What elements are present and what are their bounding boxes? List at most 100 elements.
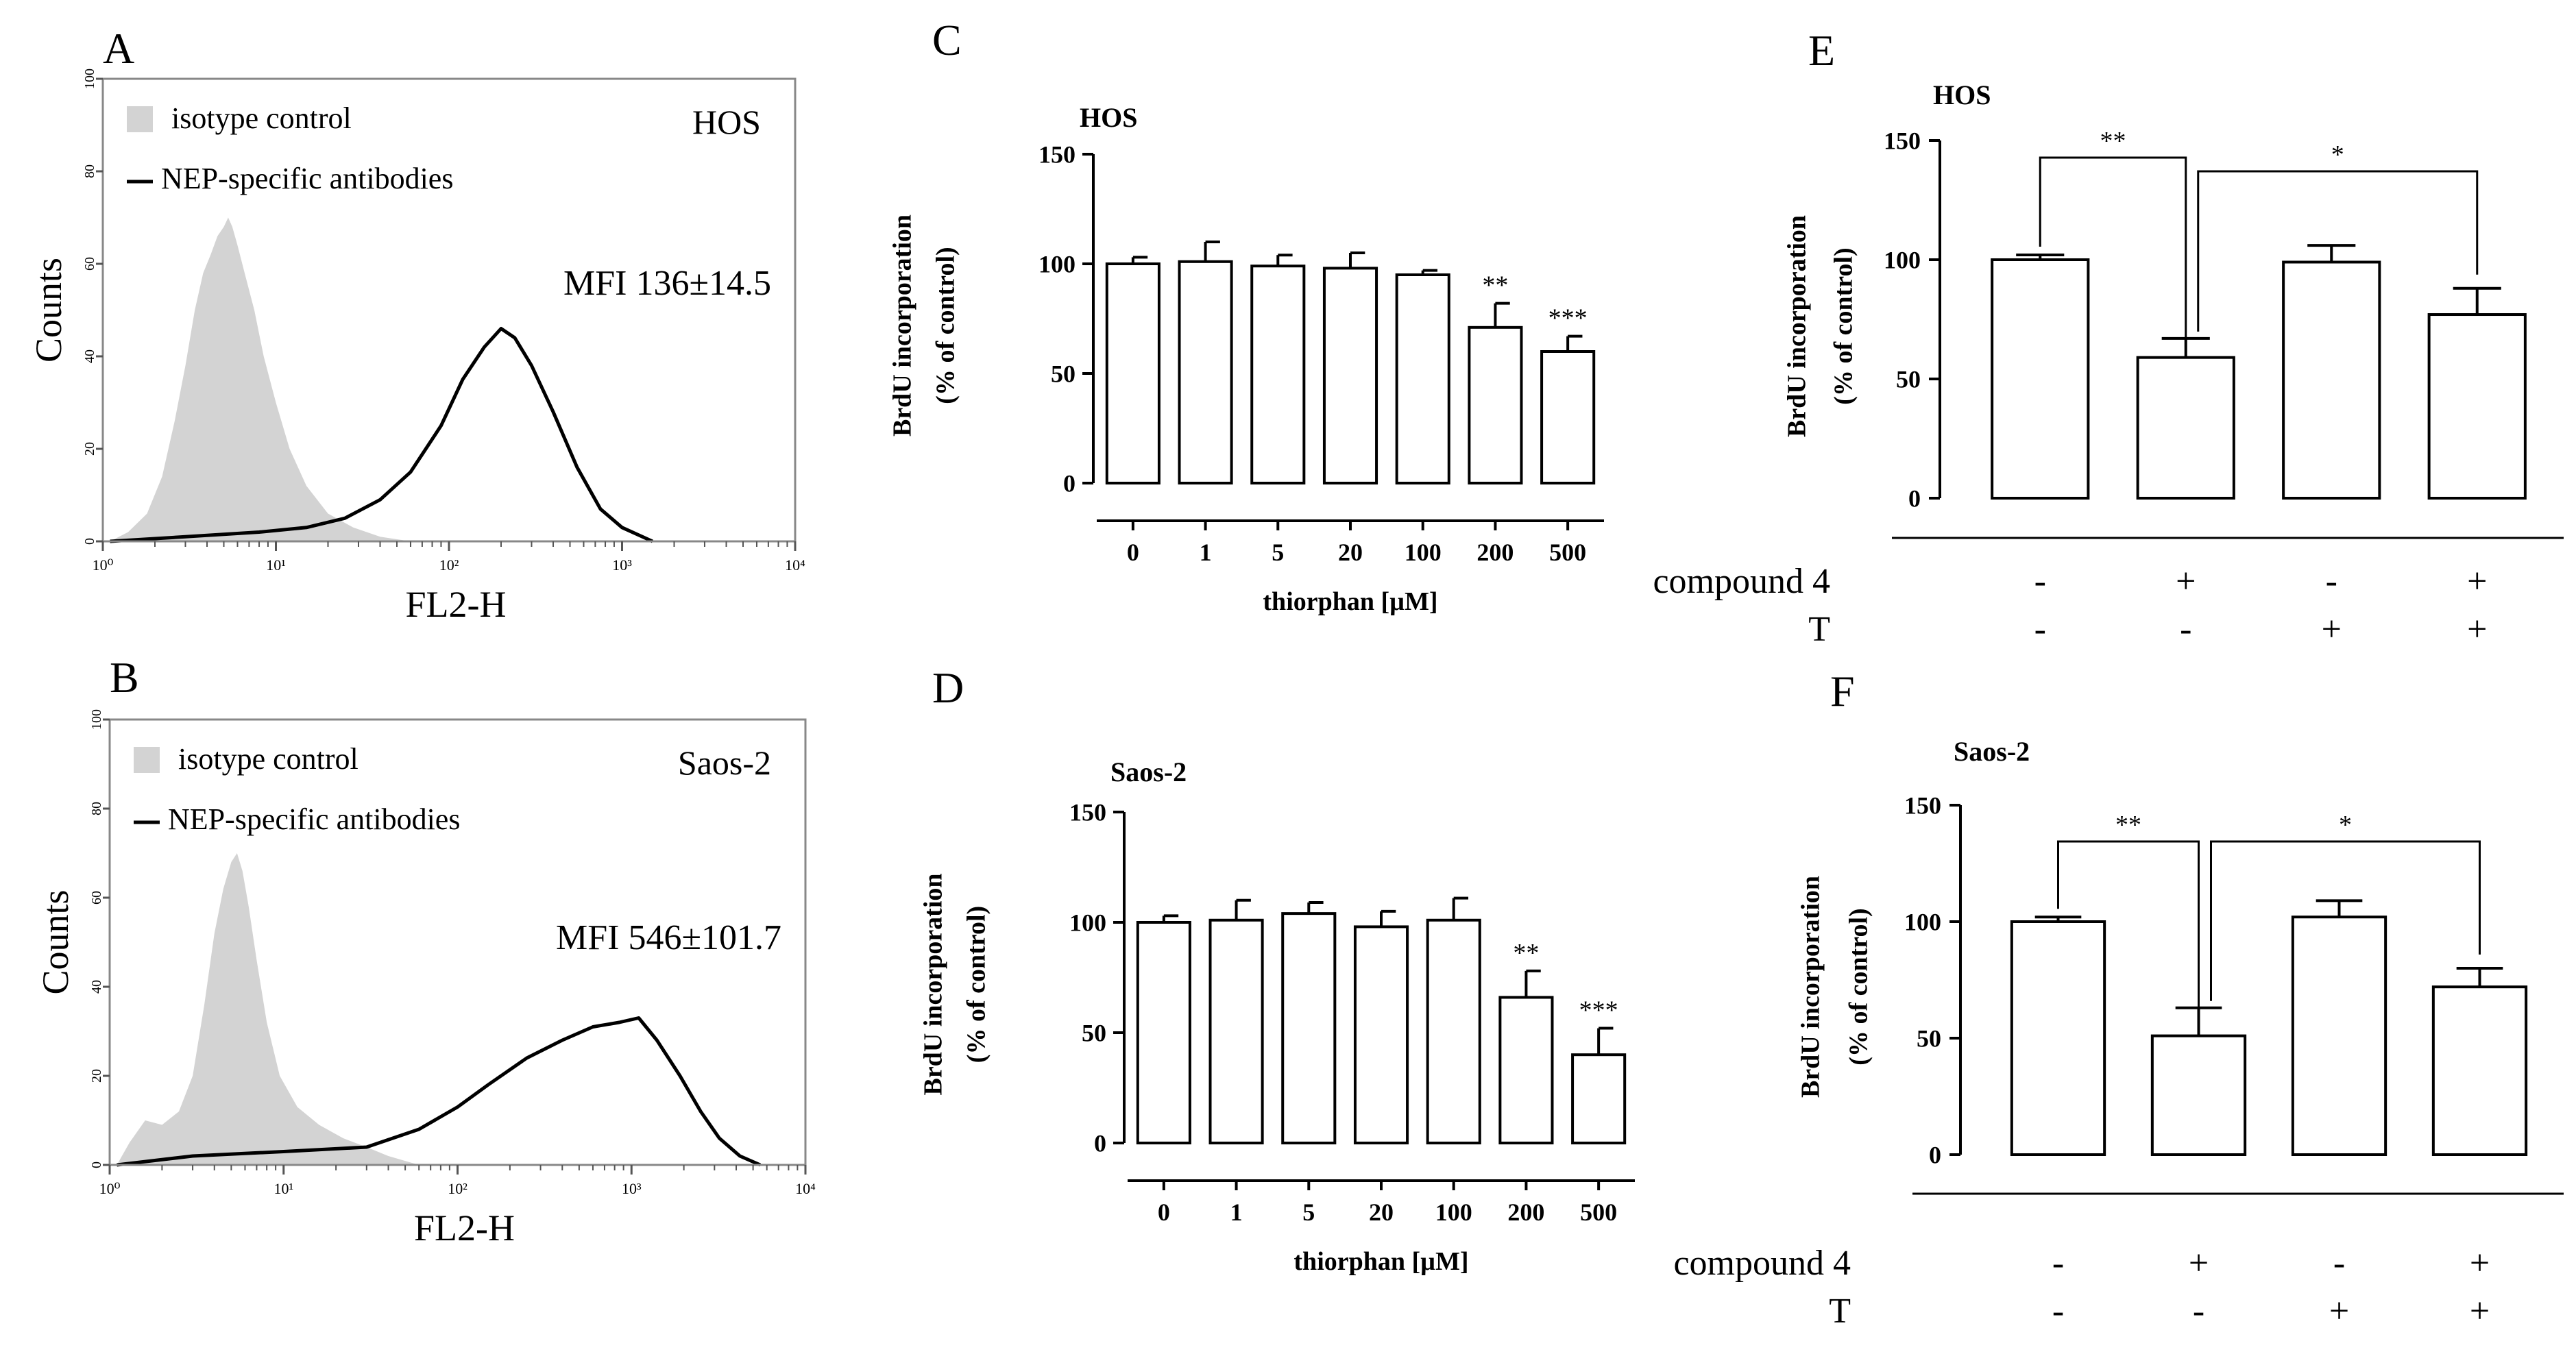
y-tick-label: 50	[1051, 360, 1076, 388]
condition-value: -	[2333, 1244, 2345, 1283]
y-axis-label: Counts	[35, 889, 76, 994]
cell-line-title: HOS	[1933, 79, 1991, 110]
bar	[1571, 1053, 1627, 1144]
bar	[1136, 921, 1191, 1144]
y-axis-label-line1: BrdU incorporation	[1796, 876, 1825, 1098]
bar	[1322, 267, 1378, 484]
x-tick-label: 10³	[612, 556, 632, 574]
x-tick-label: 200	[1477, 539, 1514, 566]
isotype-histogram	[110, 217, 411, 541]
bar	[2431, 985, 2528, 1156]
legend-label-isotype: isotype control	[171, 101, 352, 135]
mfi-annotation: MFI 546±101.7	[556, 918, 781, 957]
bar	[1208, 918, 1264, 1145]
dose-bar-panel-c: C HOS 0 50 100 150 0 1 5 20 100 200 ** 500 *** thiorpha…	[888, 16, 1604, 616]
y-axis-label-line1: BrdU incorporation	[1782, 215, 1811, 437]
bar	[1498, 996, 1554, 1144]
y-tick-label: 40	[89, 980, 104, 994]
bracket-label: **	[2115, 811, 2141, 839]
bar	[2150, 1034, 2247, 1156]
y-tick-label: 150	[1884, 127, 1921, 155]
x-axis-label: FL2-H	[414, 1207, 515, 1249]
significance-label: **	[1482, 271, 1508, 300]
condition-value: -	[2180, 610, 2191, 649]
condition-value: -	[2034, 562, 2046, 601]
y-tick-label: 100	[1884, 247, 1921, 274]
y-axis-label-line1: BrdU incorporation	[919, 873, 947, 1095]
x-tick-label: 0	[1158, 1199, 1170, 1226]
condition-value: -	[2326, 562, 2337, 601]
panel-label: D	[932, 663, 964, 712]
significance-bracket	[2210, 840, 2481, 1001]
y-tick-label: 80	[82, 164, 97, 178]
condition-value: +	[2189, 1244, 2209, 1283]
significance-bracket	[2057, 840, 2200, 1027]
legend-label-nep: NEP-specific antibodies	[161, 162, 453, 195]
bar	[2010, 920, 2106, 1156]
y-tick-label: 100	[89, 709, 104, 730]
y-tick-label: 150	[1069, 799, 1106, 826]
condition-label: T	[1829, 1292, 1851, 1331]
condition-label: compound 4	[1653, 562, 1830, 601]
condition-value: +	[2470, 1292, 2490, 1331]
x-tick-label: 1	[1200, 539, 1212, 566]
bar	[1395, 273, 1450, 484]
nep-histogram-line	[110, 327, 654, 543]
x-tick-label: 1	[1230, 1199, 1243, 1226]
bar	[2291, 915, 2387, 1156]
condition-value: +	[2470, 1244, 2490, 1283]
x-tick-label: 20	[1338, 539, 1363, 566]
histogram-panel-b: B 10⁰ 10¹ 10² 10³ 10⁴ 0 20 40 60 80 100 Counts FL2-H i…	[35, 653, 816, 1249]
bar	[1540, 350, 1596, 484]
y-axis-label-line2: (% of control)	[1829, 247, 1858, 404]
bracket-label: *	[2331, 140, 2344, 169]
y-axis-label-line2: (% of control)	[1844, 908, 1873, 1065]
x-tick-label: 10⁰	[99, 1180, 121, 1197]
condition-value: +	[2467, 610, 2487, 649]
y-tick-label: 100	[1904, 909, 1941, 936]
bar	[1178, 260, 1233, 484]
x-tick-label: 10⁴	[785, 556, 805, 574]
x-tick-label: 10⁴	[795, 1180, 816, 1197]
dose-bar-panel-d: D Saos-2 0 50 100 150 0 1 5 20 100 200 ** 500 *** thior…	[919, 663, 1635, 1276]
significance-bracket	[2197, 170, 2479, 332]
x-axis-label: thiorphan [µM]	[1263, 587, 1437, 616]
condition-label: compound 4	[1673, 1244, 1851, 1283]
y-axis-label-line2: (% of control)	[931, 247, 960, 404]
legend-label-isotype: isotype control	[178, 742, 359, 776]
bracket-label: **	[2100, 127, 2126, 156]
y-axis-label-line1: BrdU incorporation	[888, 214, 916, 437]
x-tick-label: 500	[1549, 539, 1586, 566]
panel-label: E	[1808, 26, 1835, 75]
condition-value: +	[2467, 562, 2487, 601]
cell-line-label: HOS	[692, 103, 761, 141]
nep-histogram-line	[117, 1016, 762, 1167]
x-tick-label: 500	[1580, 1199, 1617, 1226]
x-tick-label: 200	[1507, 1199, 1544, 1226]
x-tick-label: 10³	[622, 1180, 642, 1197]
y-tick-label: 20	[89, 1069, 104, 1083]
y-tick-label: 20	[82, 442, 97, 456]
condition-value: -	[2034, 610, 2046, 649]
y-tick-label: 150	[1038, 141, 1076, 169]
x-tick-label: 100	[1435, 1199, 1472, 1226]
y-axis-label: Counts	[28, 258, 69, 362]
x-axis-label: FL2-H	[406, 584, 507, 625]
panel-label: A	[103, 24, 134, 73]
condition-value: +	[2176, 562, 2196, 601]
y-tick-label: 40	[82, 349, 97, 363]
x-tick-label: 10²	[448, 1180, 467, 1197]
condition-value: -	[2052, 1244, 2064, 1283]
bar	[2427, 313, 2527, 500]
bar	[2136, 356, 2235, 500]
x-tick-label: 5	[1272, 539, 1284, 566]
y-tick-label: 0	[1094, 1130, 1106, 1157]
y-tick-label: 60	[82, 257, 97, 271]
bar	[1426, 918, 1481, 1145]
legend-swatch-isotype	[134, 747, 160, 773]
cell-line-label: Saos-2	[678, 743, 771, 782]
x-axis-label: thiorphan [µM]	[1293, 1247, 1468, 1276]
bracket-label: *	[2339, 811, 2352, 839]
